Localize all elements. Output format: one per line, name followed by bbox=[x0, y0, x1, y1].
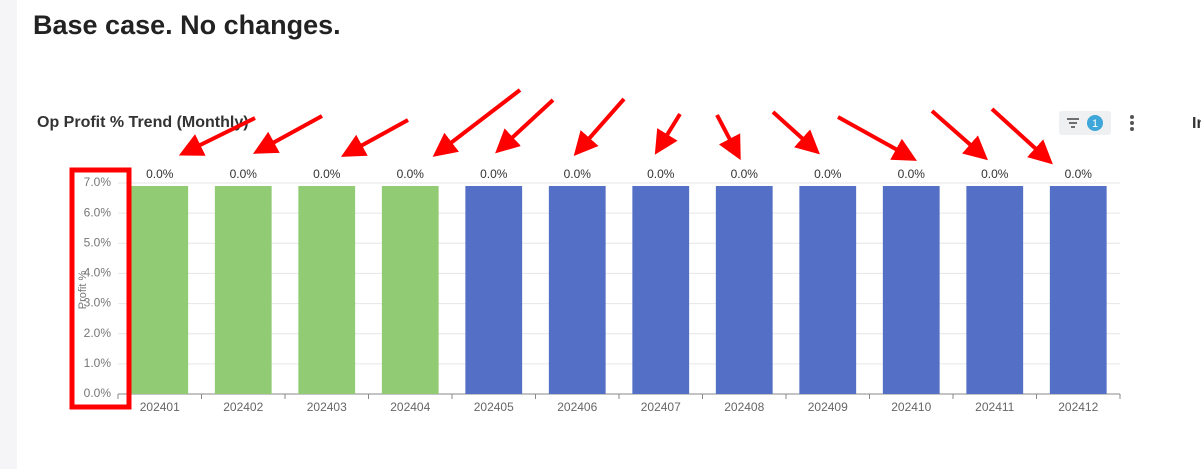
x-tick-label: 202409 bbox=[808, 400, 848, 414]
bar bbox=[465, 186, 523, 394]
bar bbox=[799, 186, 857, 394]
more-menu[interactable] bbox=[1130, 115, 1134, 131]
filter-badge bbox=[1087, 115, 1103, 131]
y-tick-label: 3.0% bbox=[84, 296, 112, 310]
bar-label: 0.0% bbox=[480, 167, 508, 181]
bar-label: 0.0% bbox=[814, 167, 842, 181]
bar-label: 0.0% bbox=[230, 167, 258, 181]
bar bbox=[1049, 186, 1107, 394]
plot: 0.0% 1.0% 2.0% 3.0% 4.0% 5.0% 6.0% 7.0% 202401 0.… bbox=[84, 167, 1121, 414]
bar bbox=[548, 186, 606, 394]
bar-label: 0.0% bbox=[981, 167, 1009, 181]
bar-label: 0.0% bbox=[647, 167, 675, 181]
bar bbox=[214, 186, 272, 394]
side-panel-label: In bbox=[1192, 115, 1201, 132]
x-tick-label: 202403 bbox=[307, 400, 347, 414]
x-tick-label: 202401 bbox=[140, 400, 180, 414]
bar-label: 0.0% bbox=[313, 167, 341, 181]
page-title: Base case. No changes. bbox=[33, 10, 341, 40]
filter-button[interactable] bbox=[1059, 111, 1111, 135]
annotation-arrows bbox=[178, 88, 1053, 165]
x-tick-label: 202406 bbox=[557, 400, 597, 414]
bar-label: 0.0% bbox=[564, 167, 592, 181]
bar bbox=[298, 186, 356, 394]
highlight-box bbox=[69, 167, 132, 410]
y-tick-label: 5.0% bbox=[84, 235, 112, 249]
x-tick-label: 202412 bbox=[1058, 400, 1098, 414]
bar-label: 0.0% bbox=[1065, 167, 1093, 181]
x-tick-label: 202410 bbox=[891, 400, 931, 414]
x-tick-label: 202407 bbox=[641, 400, 681, 414]
bar bbox=[715, 186, 773, 394]
bar-label: 0.0% bbox=[146, 167, 174, 181]
bar bbox=[966, 186, 1024, 394]
bar-label: 0.0% bbox=[397, 167, 425, 181]
x-tick-label: 202408 bbox=[724, 400, 764, 414]
y-axis-label: Profit % bbox=[77, 271, 89, 310]
bar-label: 0.0% bbox=[731, 167, 759, 181]
bar bbox=[381, 186, 439, 394]
bar bbox=[131, 186, 189, 394]
x-tick-label: 202402 bbox=[223, 400, 263, 414]
bar bbox=[882, 186, 940, 394]
bar bbox=[632, 186, 690, 394]
bar-label: 0.0% bbox=[898, 167, 926, 181]
x-tick-label: 202405 bbox=[474, 400, 514, 414]
x-tick-label: 202404 bbox=[390, 400, 430, 414]
side-strip bbox=[0, 0, 17, 469]
filter-count: 1 bbox=[1092, 118, 1098, 130]
y-tick-label: 1.0% bbox=[84, 356, 112, 370]
y-tick-label: 6.0% bbox=[84, 205, 112, 219]
filter-icon bbox=[1067, 118, 1079, 128]
y-tick-label: 7.0% bbox=[84, 175, 112, 189]
y-tick-label: 0.0% bbox=[84, 386, 112, 400]
y-tick-label: 4.0% bbox=[84, 266, 112, 280]
y-tick-label: 2.0% bbox=[84, 326, 112, 340]
x-tick-label: 202411 bbox=[975, 400, 1014, 414]
chart-title: Op Profit % Trend (Monthly) bbox=[37, 114, 249, 131]
